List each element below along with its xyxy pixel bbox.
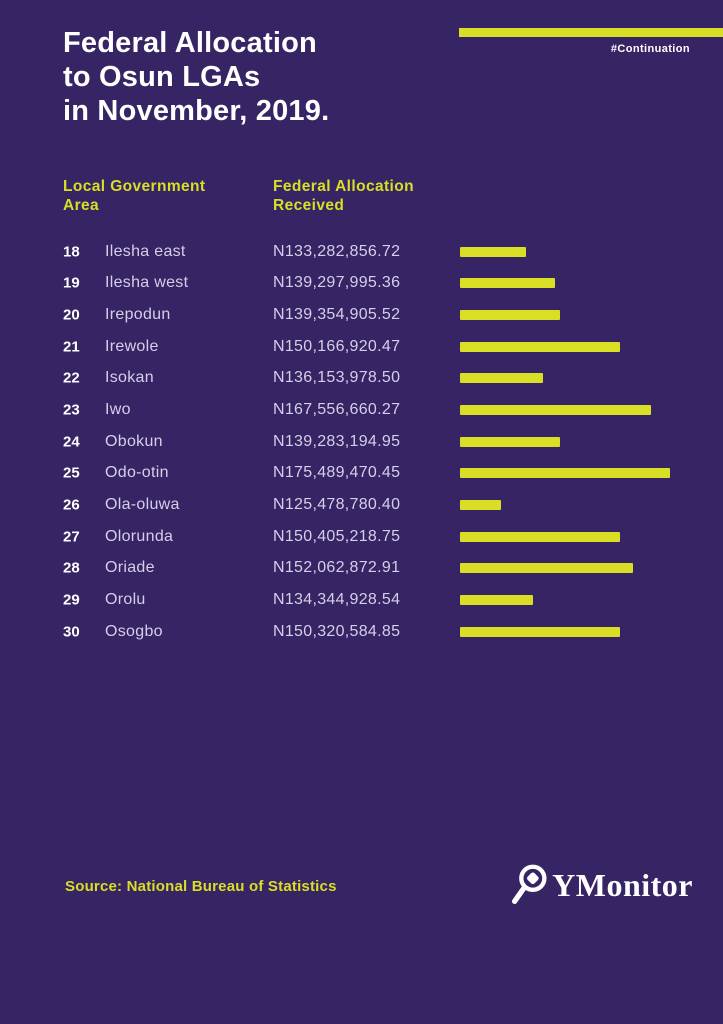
row-lga-name: Odo-otin — [105, 464, 169, 482]
allocation-bar — [460, 436, 560, 447]
row-lga-name: Irewole — [105, 337, 159, 355]
row-rank: 25 — [63, 464, 80, 482]
table-row: 25 Odo-otin N175,489,470.45 — [0, 458, 723, 490]
row-lga-name: Ilesha west — [105, 274, 189, 292]
allocation-bar — [460, 563, 633, 574]
magnifier-icon — [504, 860, 554, 910]
row-allocation-value: N175,489,470.45 — [273, 464, 401, 482]
table-row: 22 Isokan N136,153,978.50 — [0, 363, 723, 395]
table-row: 19 Ilesha west N139,297,995.36 — [0, 268, 723, 300]
table-row: 18 Ilesha east N133,282,856.72 — [0, 236, 723, 268]
allocation-bar — [460, 246, 526, 257]
row-rank: 21 — [63, 338, 80, 356]
page-title: Federal Allocation to Osun LGAs in Novem… — [63, 26, 329, 128]
table-row: 27 Olorunda N150,405,218.75 — [0, 521, 723, 553]
row-lga-name: Orolu — [105, 591, 146, 609]
table-row: 23 Iwo N167,556,660.27 — [0, 394, 723, 426]
table-rows: 18 Ilesha east N133,282,856.72 19 Ilesha… — [0, 236, 723, 648]
row-rank: 29 — [63, 591, 80, 609]
row-rank: 19 — [63, 274, 80, 292]
row-lga-name: Iwo — [105, 401, 131, 419]
source-note: Source: National Bureau of Statistics — [65, 878, 337, 895]
table-row: 29 Orolu N134,344,928.54 — [0, 584, 723, 616]
table-row: 21 Irewole N150,166,920.47 — [0, 331, 723, 363]
row-rank: 26 — [63, 496, 80, 514]
allocation-bar — [460, 278, 555, 289]
row-lga-name: Isokan — [105, 369, 154, 387]
table-row: 26 Ola-oluwa N125,478,780.40 — [0, 489, 723, 521]
row-allocation-value: N134,344,928.54 — [273, 591, 401, 609]
allocation-bar — [460, 531, 620, 542]
row-rank: 18 — [63, 243, 80, 261]
row-allocation-value: N125,478,780.40 — [273, 496, 401, 514]
row-allocation-value: N167,556,660.27 — [273, 401, 401, 419]
allocation-bar — [460, 500, 501, 511]
row-lga-name: Osogbo — [105, 622, 163, 640]
row-lga-name: Olorunda — [105, 527, 174, 545]
table-row: 28 Oriade N152,062,872.91 — [0, 553, 723, 585]
ymonitor-logo: YMonitor — [504, 860, 693, 910]
row-rank: 22 — [63, 369, 80, 387]
row-rank: 28 — [63, 559, 80, 577]
title-line-1: Federal Allocation — [63, 27, 317, 59]
column-header-allocation: Federal Allocation Received — [273, 178, 414, 214]
row-rank: 27 — [63, 528, 80, 546]
allocation-bar — [460, 341, 620, 352]
allocation-bar — [460, 405, 651, 416]
row-allocation-value: N136,153,978.50 — [273, 369, 401, 387]
title-line-2: to Osun LGAs — [63, 61, 261, 93]
allocation-bar — [460, 373, 543, 384]
row-allocation-value: N150,166,920.47 — [273, 337, 401, 355]
row-allocation-value: N139,354,905.52 — [273, 306, 401, 324]
row-allocation-value: N139,283,194.95 — [273, 432, 401, 450]
logo-wordmark: YMonitor — [552, 866, 693, 903]
row-allocation-value: N139,297,995.36 — [273, 274, 401, 292]
allocation-bar — [460, 595, 533, 606]
row-allocation-value: N150,320,584.85 — [273, 622, 401, 640]
table-row: 20 Irepodun N139,354,905.52 — [0, 299, 723, 331]
allocation-bar — [460, 626, 620, 637]
row-allocation-value: N152,062,872.91 — [273, 559, 401, 577]
row-lga-name: Irepodun — [105, 306, 171, 324]
column-header-lga: Local Government Area — [63, 178, 206, 214]
row-lga-name: Obokun — [105, 432, 163, 450]
allocation-bar — [460, 468, 670, 479]
row-rank: 24 — [63, 433, 80, 451]
title-line-3: in November, 2019. — [63, 95, 330, 127]
row-rank: 20 — [63, 306, 80, 324]
row-allocation-value: N133,282,856.72 — [273, 242, 401, 260]
row-rank: 30 — [63, 623, 80, 641]
row-rank: 23 — [63, 401, 80, 419]
continuation-tag: #Continuation — [610, 43, 690, 55]
row-lga-name: Ilesha east — [105, 242, 186, 260]
table-row: 30 Osogbo N150,320,584.85 — [0, 616, 723, 648]
row-lga-name: Ola-oluwa — [105, 496, 180, 514]
row-lga-name: Oriade — [105, 559, 155, 577]
table-row: 24 Obokun N139,283,194.95 — [0, 426, 723, 458]
row-allocation-value: N150,405,218.75 — [273, 527, 401, 545]
allocation-bar — [460, 310, 560, 321]
top-accent-bar — [459, 28, 723, 37]
